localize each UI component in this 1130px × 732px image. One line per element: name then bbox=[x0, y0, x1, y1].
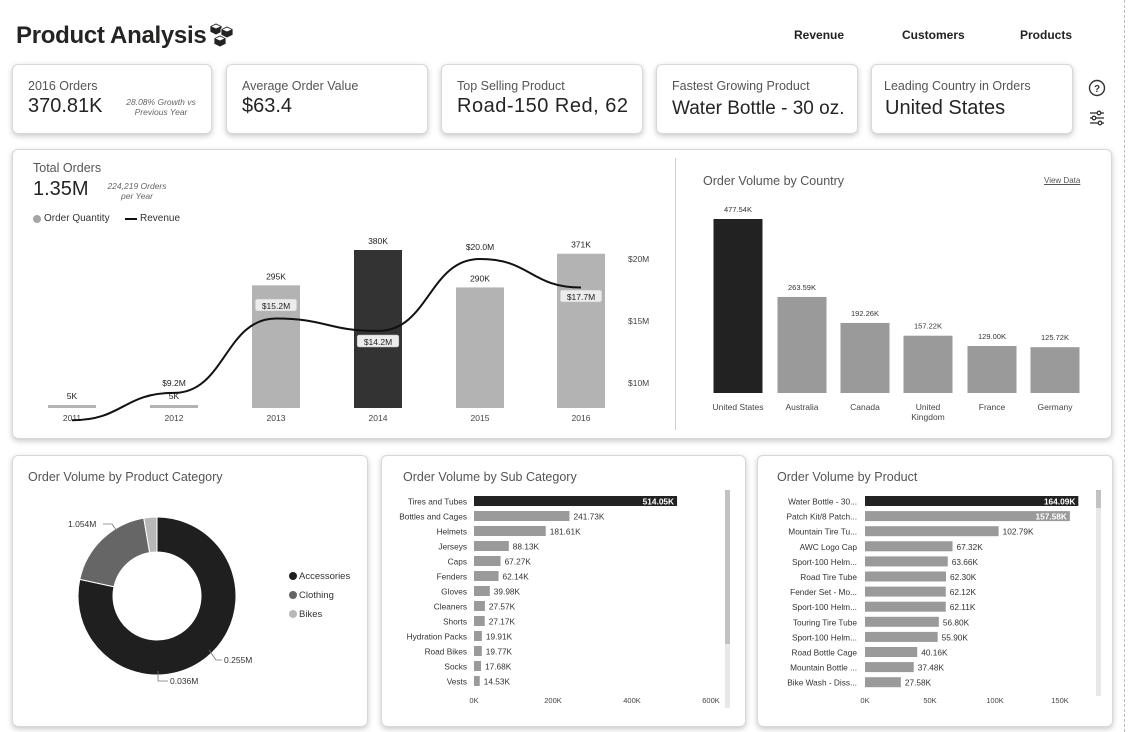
revenue-label-box bbox=[356, 334, 400, 348]
order-quantity-bar bbox=[456, 287, 504, 408]
country-tick-label: United States bbox=[712, 402, 763, 412]
order-quantity-bar bbox=[354, 250, 402, 408]
revenue-data-label: $9.2M bbox=[162, 378, 186, 388]
divider bbox=[675, 158, 676, 430]
kpi-growth-note: 28.08% Growth vs Previous Year bbox=[126, 97, 196, 117]
country-bar bbox=[1030, 347, 1080, 393]
total-orders-value: 1.35M bbox=[33, 178, 89, 200]
legend-dot-icon bbox=[33, 214, 41, 223]
legend-line-icon bbox=[125, 217, 137, 220]
revenue-data-label: $20.0M bbox=[466, 242, 494, 252]
view-data-link[interactable]: View Data bbox=[1044, 176, 1081, 185]
country-bar bbox=[713, 219, 763, 393]
page-edge-line bbox=[1124, 0, 1125, 732]
kpi-value: United States bbox=[885, 97, 1006, 119]
bar-data-label: 295K bbox=[266, 271, 286, 281]
bar-data-label: 371K bbox=[571, 240, 591, 250]
revenue-data-label: $14.2M bbox=[364, 337, 392, 347]
x-tick-label: 2014 bbox=[369, 413, 388, 423]
revenue-line bbox=[71, 257, 582, 422]
bar-data-label: 380K bbox=[368, 236, 388, 246]
y2-tick-label: $20M bbox=[628, 254, 649, 264]
x-tick-label: 2016 bbox=[572, 413, 591, 423]
subcategory-card: Order Volume by Sub Category bbox=[381, 455, 746, 727]
nav-products-button[interactable]: Products bbox=[1020, 28, 1073, 42]
kpi-label: 2016 Orders bbox=[28, 79, 98, 93]
x-tick-label: 2015 bbox=[471, 413, 490, 423]
scrollbar-track[interactable] bbox=[1096, 490, 1101, 696]
order-quantity-bar bbox=[48, 405, 96, 408]
bar-data-label: 290K bbox=[470, 273, 490, 283]
country-tick-label: France bbox=[979, 402, 1006, 412]
category-chart-title: Order Volume by Product Category bbox=[28, 470, 223, 484]
subcategory-chart-title: Order Volume by Sub Category bbox=[403, 470, 577, 484]
y2-tick-label: $10M bbox=[628, 378, 649, 388]
category-card: Order Volume by Product Category bbox=[12, 455, 368, 727]
kpi-label: Average Order Value bbox=[242, 79, 359, 93]
kpi-label: Fastest Growing Product bbox=[672, 79, 810, 93]
kpi-card-fastest-growing-product: Fastest Growing Product Water Bottle - 3… bbox=[656, 64, 858, 134]
country-data-label: 192.26K bbox=[851, 309, 879, 318]
product-chart-title: Order Volume by Product bbox=[777, 470, 918, 484]
revenue-label-box bbox=[254, 298, 298, 312]
revenue-label-box bbox=[559, 289, 603, 303]
kpi-value: $63.4 bbox=[242, 95, 293, 117]
country-bar bbox=[967, 345, 1017, 393]
order-quantity-bar bbox=[150, 405, 198, 408]
scrollbar-thumb[interactable] bbox=[725, 490, 730, 644]
country-bar bbox=[777, 296, 827, 393]
country-tick-label: Germany bbox=[1038, 402, 1074, 412]
bar-data-label: 5K bbox=[67, 391, 78, 401]
kpi-card-top-selling-product: Top Selling Product Road-150 Red, 62 bbox=[441, 64, 643, 134]
kpi-card-average-order-value: Average Order Value $63.4 bbox=[226, 64, 428, 134]
product-card: Order Volume by Product bbox=[757, 455, 1113, 727]
x-tick-label: 2011 bbox=[63, 413, 82, 423]
y2-tick-label: $15M bbox=[628, 316, 649, 326]
legend-revenue[interactable]: Revenue bbox=[125, 213, 180, 224]
orders-per-year-note: 224,219 Orders per Year bbox=[107, 181, 167, 201]
kpi-card-2016-orders: 2016 Orders 370.81K 28.08% Growth vs Prev… bbox=[12, 64, 212, 134]
bar-data-label: 5K bbox=[169, 391, 180, 401]
country-data-label: 125.72K bbox=[1041, 333, 1069, 342]
x-tick-label: 2013 bbox=[267, 413, 286, 423]
country-data-label: 129.00K bbox=[978, 332, 1006, 341]
legend-order-quantity[interactable]: Order Quantity bbox=[33, 213, 110, 224]
country-chart-title: Order Volume by Country bbox=[703, 174, 845, 188]
country-tick-label: Kingdom bbox=[911, 412, 945, 422]
revenue-data-label: $17.7M bbox=[567, 292, 595, 302]
country-tick-label: Canada bbox=[850, 402, 880, 412]
revenue-data-label: $15.2M bbox=[262, 301, 290, 311]
kpi-value: 370.81K bbox=[28, 95, 103, 117]
kpi-value: Water Bottle - 30 oz. bbox=[672, 98, 845, 119]
total-orders-title: Total Orders bbox=[33, 161, 102, 175]
kpi-label: Top Selling Product bbox=[457, 79, 565, 93]
sliders-icon[interactable] bbox=[1088, 109, 1106, 127]
country-data-label: 477.54K bbox=[724, 205, 752, 214]
nav-customers-button[interactable]: Customers bbox=[902, 28, 965, 42]
x-tick-label: 2012 bbox=[165, 413, 184, 423]
kpi-value: Road-150 Red, 62 bbox=[457, 95, 629, 117]
help-circle-icon[interactable]: ? bbox=[1088, 79, 1106, 97]
country-tick-label: Australia bbox=[785, 402, 818, 412]
country-bar bbox=[903, 335, 953, 393]
kpi-label: Leading Country in Orders bbox=[884, 79, 1031, 93]
country-data-label: 157.22K bbox=[914, 322, 942, 331]
nav-revenue-button[interactable]: Revenue bbox=[794, 28, 845, 42]
order-quantity-bar bbox=[557, 253, 605, 408]
cubes-icon bbox=[209, 22, 234, 48]
country-data-label: 263.59K bbox=[788, 283, 816, 292]
kpi-card-leading-country: Leading Country in Orders United States bbox=[871, 64, 1073, 134]
country-bar bbox=[840, 322, 890, 393]
svg-text:?: ? bbox=[1094, 84, 1100, 95]
scrollbar-thumb[interactable] bbox=[1096, 490, 1101, 508]
page-title: Product Analysis bbox=[16, 22, 207, 49]
country-tick-label: United bbox=[916, 402, 941, 412]
